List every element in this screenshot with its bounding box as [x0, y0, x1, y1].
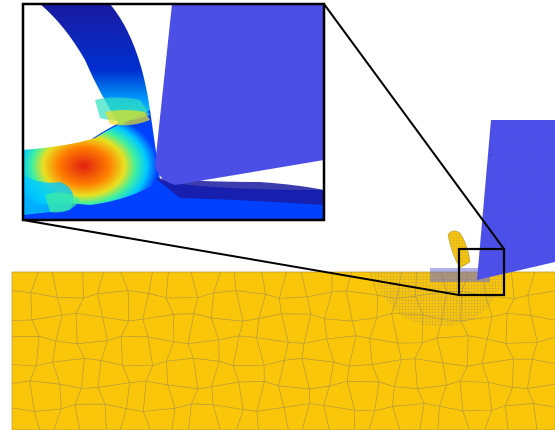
- zoom-inset: [23, 4, 324, 220]
- zoom-inset-frame: [21, 2, 326, 222]
- cutting-tool: [477, 120, 555, 280]
- workpiece: [11, 271, 555, 430]
- zoom-region-box: [457, 247, 506, 297]
- zoom-connector-bottom: [22, 219, 460, 296]
- inset-chip: [40, 4, 150, 125]
- zoom-connector-top: [323, 3, 505, 250]
- workpiece-mesh: [11, 271, 555, 430]
